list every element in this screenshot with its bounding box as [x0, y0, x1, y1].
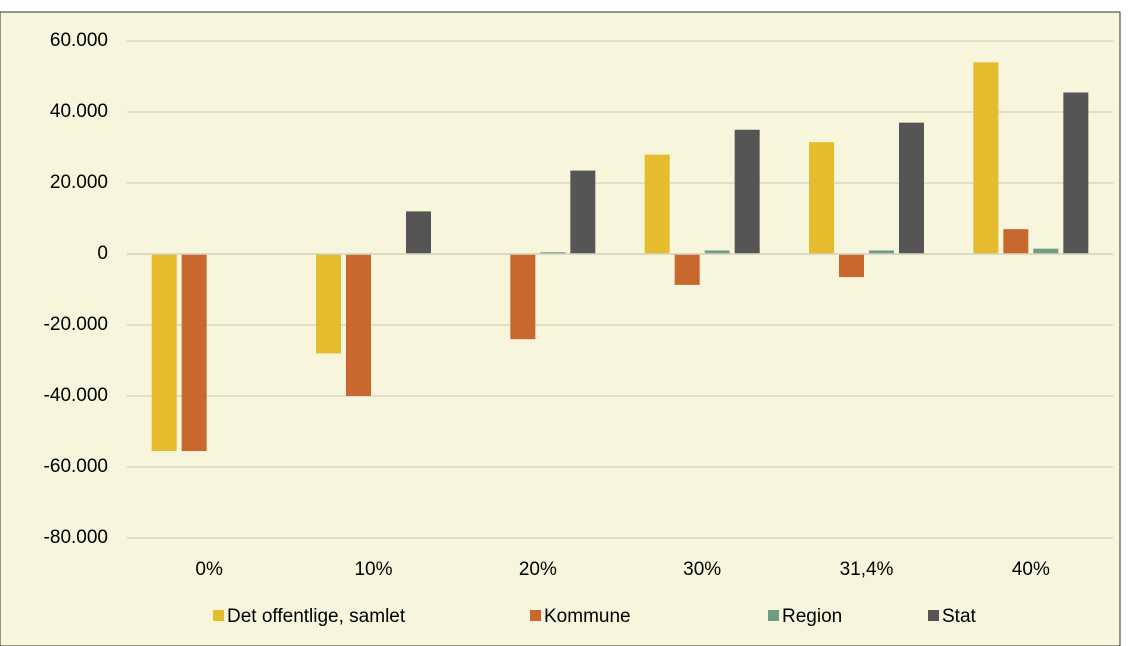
x-tick-label: 10%	[354, 559, 392, 580]
x-tick-label: 20%	[519, 559, 557, 580]
y-tick-label: -40.000	[44, 385, 108, 406]
y-tick-label: -20.000	[44, 314, 108, 335]
bar	[899, 122, 924, 255]
bar	[1033, 248, 1059, 254]
bar	[1063, 92, 1089, 254]
bar	[406, 211, 431, 254]
bar	[674, 254, 700, 285]
legend-swatch	[768, 610, 779, 621]
y-tick-label: 60.000	[50, 30, 108, 51]
x-tick-label: 0%	[195, 559, 223, 580]
bar	[704, 250, 730, 254]
bar	[346, 254, 371, 396]
legend-label: Det offentlige, samlet	[227, 606, 406, 627]
legend-swatch	[213, 610, 224, 621]
x-tick-label: 40%	[1012, 559, 1050, 580]
x-tick-label: 30%	[683, 559, 721, 580]
bar	[151, 254, 177, 452]
legend-label: Region	[782, 606, 842, 627]
bar	[809, 142, 834, 254]
bar	[570, 170, 596, 254]
y-tick-label: 40.000	[50, 101, 108, 122]
bar	[1003, 229, 1029, 254]
legend-swatch	[530, 610, 541, 621]
y-tick-label: 0	[97, 243, 108, 264]
bar	[510, 254, 536, 340]
y-tick-label: 20.000	[50, 172, 108, 193]
bar	[181, 254, 207, 452]
legend-swatch	[928, 610, 939, 621]
x-tick-label: 31,4%	[840, 559, 894, 580]
legend-label: Kommune	[544, 606, 631, 627]
bar	[540, 252, 566, 254]
bar	[839, 254, 864, 278]
bar	[869, 250, 894, 254]
bar	[973, 62, 999, 254]
bar	[644, 154, 670, 254]
bar	[734, 129, 760, 254]
legend-label: Stat	[942, 606, 977, 627]
bar	[316, 254, 341, 354]
y-tick-label: -80.000	[44, 527, 108, 548]
y-tick-label: -60.000	[44, 456, 108, 477]
